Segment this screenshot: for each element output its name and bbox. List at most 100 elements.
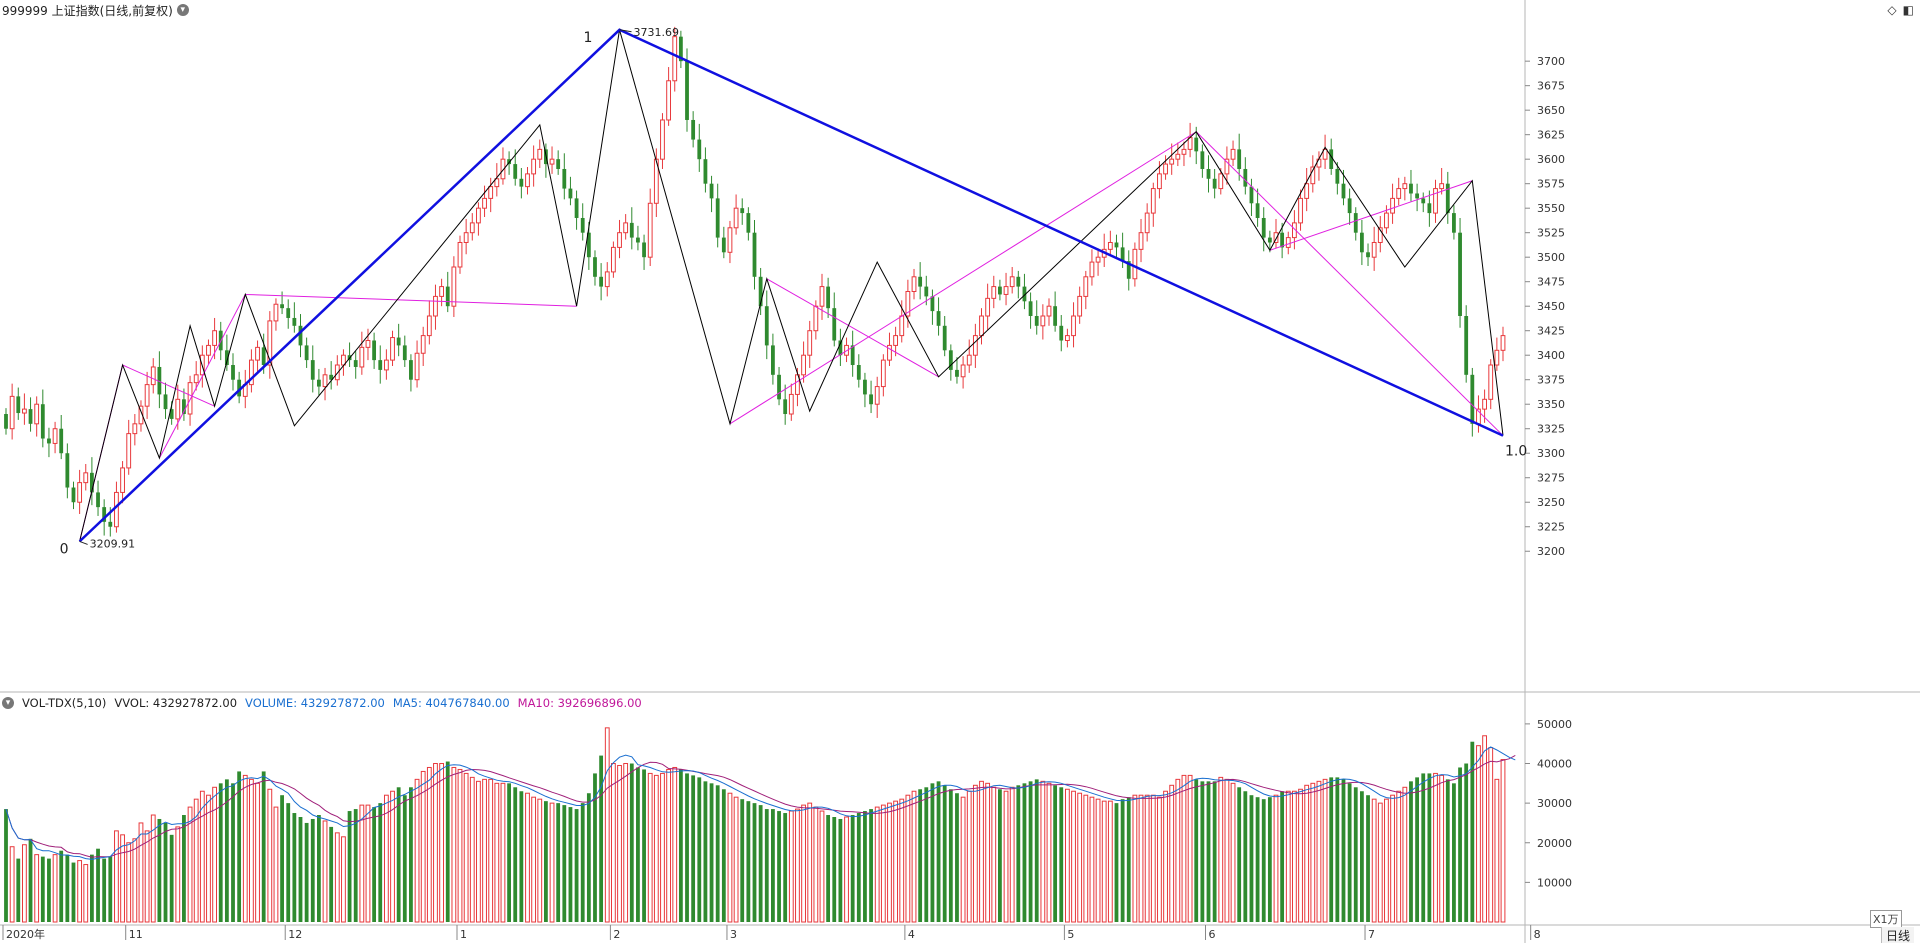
volume-bar-up bbox=[120, 834, 125, 923]
candle-body-down bbox=[948, 350, 953, 370]
candle-body-up bbox=[1371, 241, 1377, 258]
volume-bar-up bbox=[242, 774, 248, 923]
volume-value: VOLUME: 432927872.00 bbox=[245, 696, 385, 710]
candle-body-down bbox=[1458, 232, 1462, 317]
volume-bar-down bbox=[1415, 777, 1420, 922]
volume-bar-down bbox=[924, 787, 929, 922]
volume-bar-down bbox=[556, 803, 561, 922]
volume-bar-down bbox=[869, 809, 873, 922]
candle-body-up bbox=[1310, 166, 1316, 185]
date-tick-label: 5 bbox=[1067, 928, 1074, 941]
volume-bar-up bbox=[1187, 774, 1193, 923]
candle-body-up bbox=[531, 158, 537, 175]
candle-body-up bbox=[439, 286, 445, 297]
volume-bar-up bbox=[1482, 735, 1487, 923]
volume-ma10-line bbox=[5, 754, 1516, 858]
volume-indicator-name[interactable]: VOL-TDX(5,10) bbox=[22, 696, 107, 710]
candle-body-up bbox=[972, 335, 978, 356]
candle-body-up bbox=[672, 36, 678, 82]
candle-body-up bbox=[1138, 232, 1144, 250]
volume-bar-up bbox=[647, 772, 653, 923]
volume-bar-up bbox=[457, 768, 463, 923]
volume-bar-up bbox=[617, 764, 622, 923]
volume-bar-up bbox=[1107, 800, 1113, 923]
candle-body-up bbox=[727, 227, 733, 253]
volume-bar-up bbox=[420, 770, 426, 923]
wave-main-line bbox=[78, 28, 1504, 543]
volume-bar-up bbox=[1494, 778, 1500, 923]
volume-bar-down bbox=[224, 779, 229, 922]
candle-body-up bbox=[1089, 261, 1095, 278]
swing-label-1-0: 1.0 bbox=[1505, 444, 1527, 460]
candle-body-up bbox=[273, 303, 279, 322]
candle-body-up bbox=[549, 158, 555, 165]
volume-bar-down bbox=[59, 850, 64, 922]
volume-bar-up bbox=[610, 763, 616, 923]
candle-body-up bbox=[488, 186, 494, 199]
volume-bar-up bbox=[199, 790, 205, 923]
wave-sub-line bbox=[729, 131, 1197, 425]
price-tick-label: 3550 bbox=[1537, 202, 1565, 215]
candle-body-down bbox=[4, 414, 8, 429]
volume-bar-up bbox=[1488, 747, 1494, 923]
chevron-down-icon[interactable]: ▾ bbox=[176, 4, 189, 16]
date-tick-label: 4 bbox=[908, 928, 915, 941]
candle-body-up bbox=[1107, 241, 1113, 250]
volume-bar-down bbox=[1452, 783, 1456, 922]
volume-bar-up bbox=[1476, 745, 1481, 923]
chart-title: 999999 上证指数(日线,前复权) bbox=[2, 3, 173, 18]
candle-body-up bbox=[1304, 183, 1310, 199]
candle-body-down bbox=[157, 366, 162, 395]
volume-bar-up bbox=[1077, 792, 1083, 923]
volume-bar-down bbox=[157, 818, 162, 922]
candle-body-up bbox=[979, 315, 984, 337]
candle-body-down bbox=[556, 159, 561, 169]
price-tick-label: 3350 bbox=[1537, 398, 1565, 411]
volume-bar-down bbox=[685, 773, 689, 922]
candle-body-down bbox=[599, 276, 604, 287]
panel-toggle-icon[interactable]: ◧ bbox=[1902, 3, 1914, 17]
volume-bar-up bbox=[212, 786, 218, 923]
chevron-down-icon[interactable]: ▾ bbox=[2, 697, 14, 709]
wave-lines bbox=[78, 28, 1504, 543]
candle-body-up bbox=[1071, 315, 1076, 337]
volume-bar-up bbox=[623, 763, 629, 923]
volume-bar-up bbox=[1371, 798, 1377, 923]
candle-body-down bbox=[1022, 286, 1027, 302]
price-tick-label: 3675 bbox=[1537, 80, 1565, 93]
candle-body-up bbox=[733, 207, 739, 229]
volume-bar-down bbox=[636, 767, 640, 922]
price-tick-label: 3450 bbox=[1537, 300, 1565, 313]
candle-body-down bbox=[838, 340, 843, 356]
volume-bar-up bbox=[893, 800, 899, 923]
volume-bar-down bbox=[1053, 785, 1058, 922]
volume-bar-down bbox=[28, 838, 33, 922]
volume-bar-down bbox=[1329, 777, 1334, 922]
volume-axis: 10000 20000 30000 40000 50000 bbox=[1525, 718, 1572, 889]
candle-body-down bbox=[1415, 193, 1420, 199]
candle-body-up bbox=[874, 386, 880, 405]
volume-bar-down bbox=[310, 818, 315, 922]
candle-body-down bbox=[1212, 178, 1217, 189]
volume-bar-down bbox=[1267, 797, 1272, 922]
volume-bar-up bbox=[1377, 802, 1383, 923]
candle-body-up bbox=[1396, 188, 1402, 199]
candle-body-down bbox=[721, 237, 726, 253]
candle-body-up bbox=[1230, 148, 1236, 160]
candle-body-up bbox=[1439, 183, 1445, 190]
candle-body-up bbox=[666, 80, 672, 121]
diamond-icon[interactable]: ◇ bbox=[1887, 3, 1897, 17]
candle-body-down bbox=[930, 296, 935, 312]
candle-body-down bbox=[936, 311, 941, 326]
volume-bar-down bbox=[372, 807, 377, 922]
candle-body-up bbox=[451, 266, 457, 307]
volume-bar-up bbox=[273, 806, 279, 923]
volume-bar-down bbox=[826, 815, 831, 922]
volume-bar-down bbox=[445, 761, 450, 922]
candle-body-up bbox=[457, 241, 463, 268]
volume-bar-up bbox=[525, 792, 530, 923]
period-label[interactable]: 日线 bbox=[1880, 927, 1914, 943]
candle-body-down bbox=[310, 360, 315, 380]
volume-bar-down bbox=[562, 805, 567, 922]
